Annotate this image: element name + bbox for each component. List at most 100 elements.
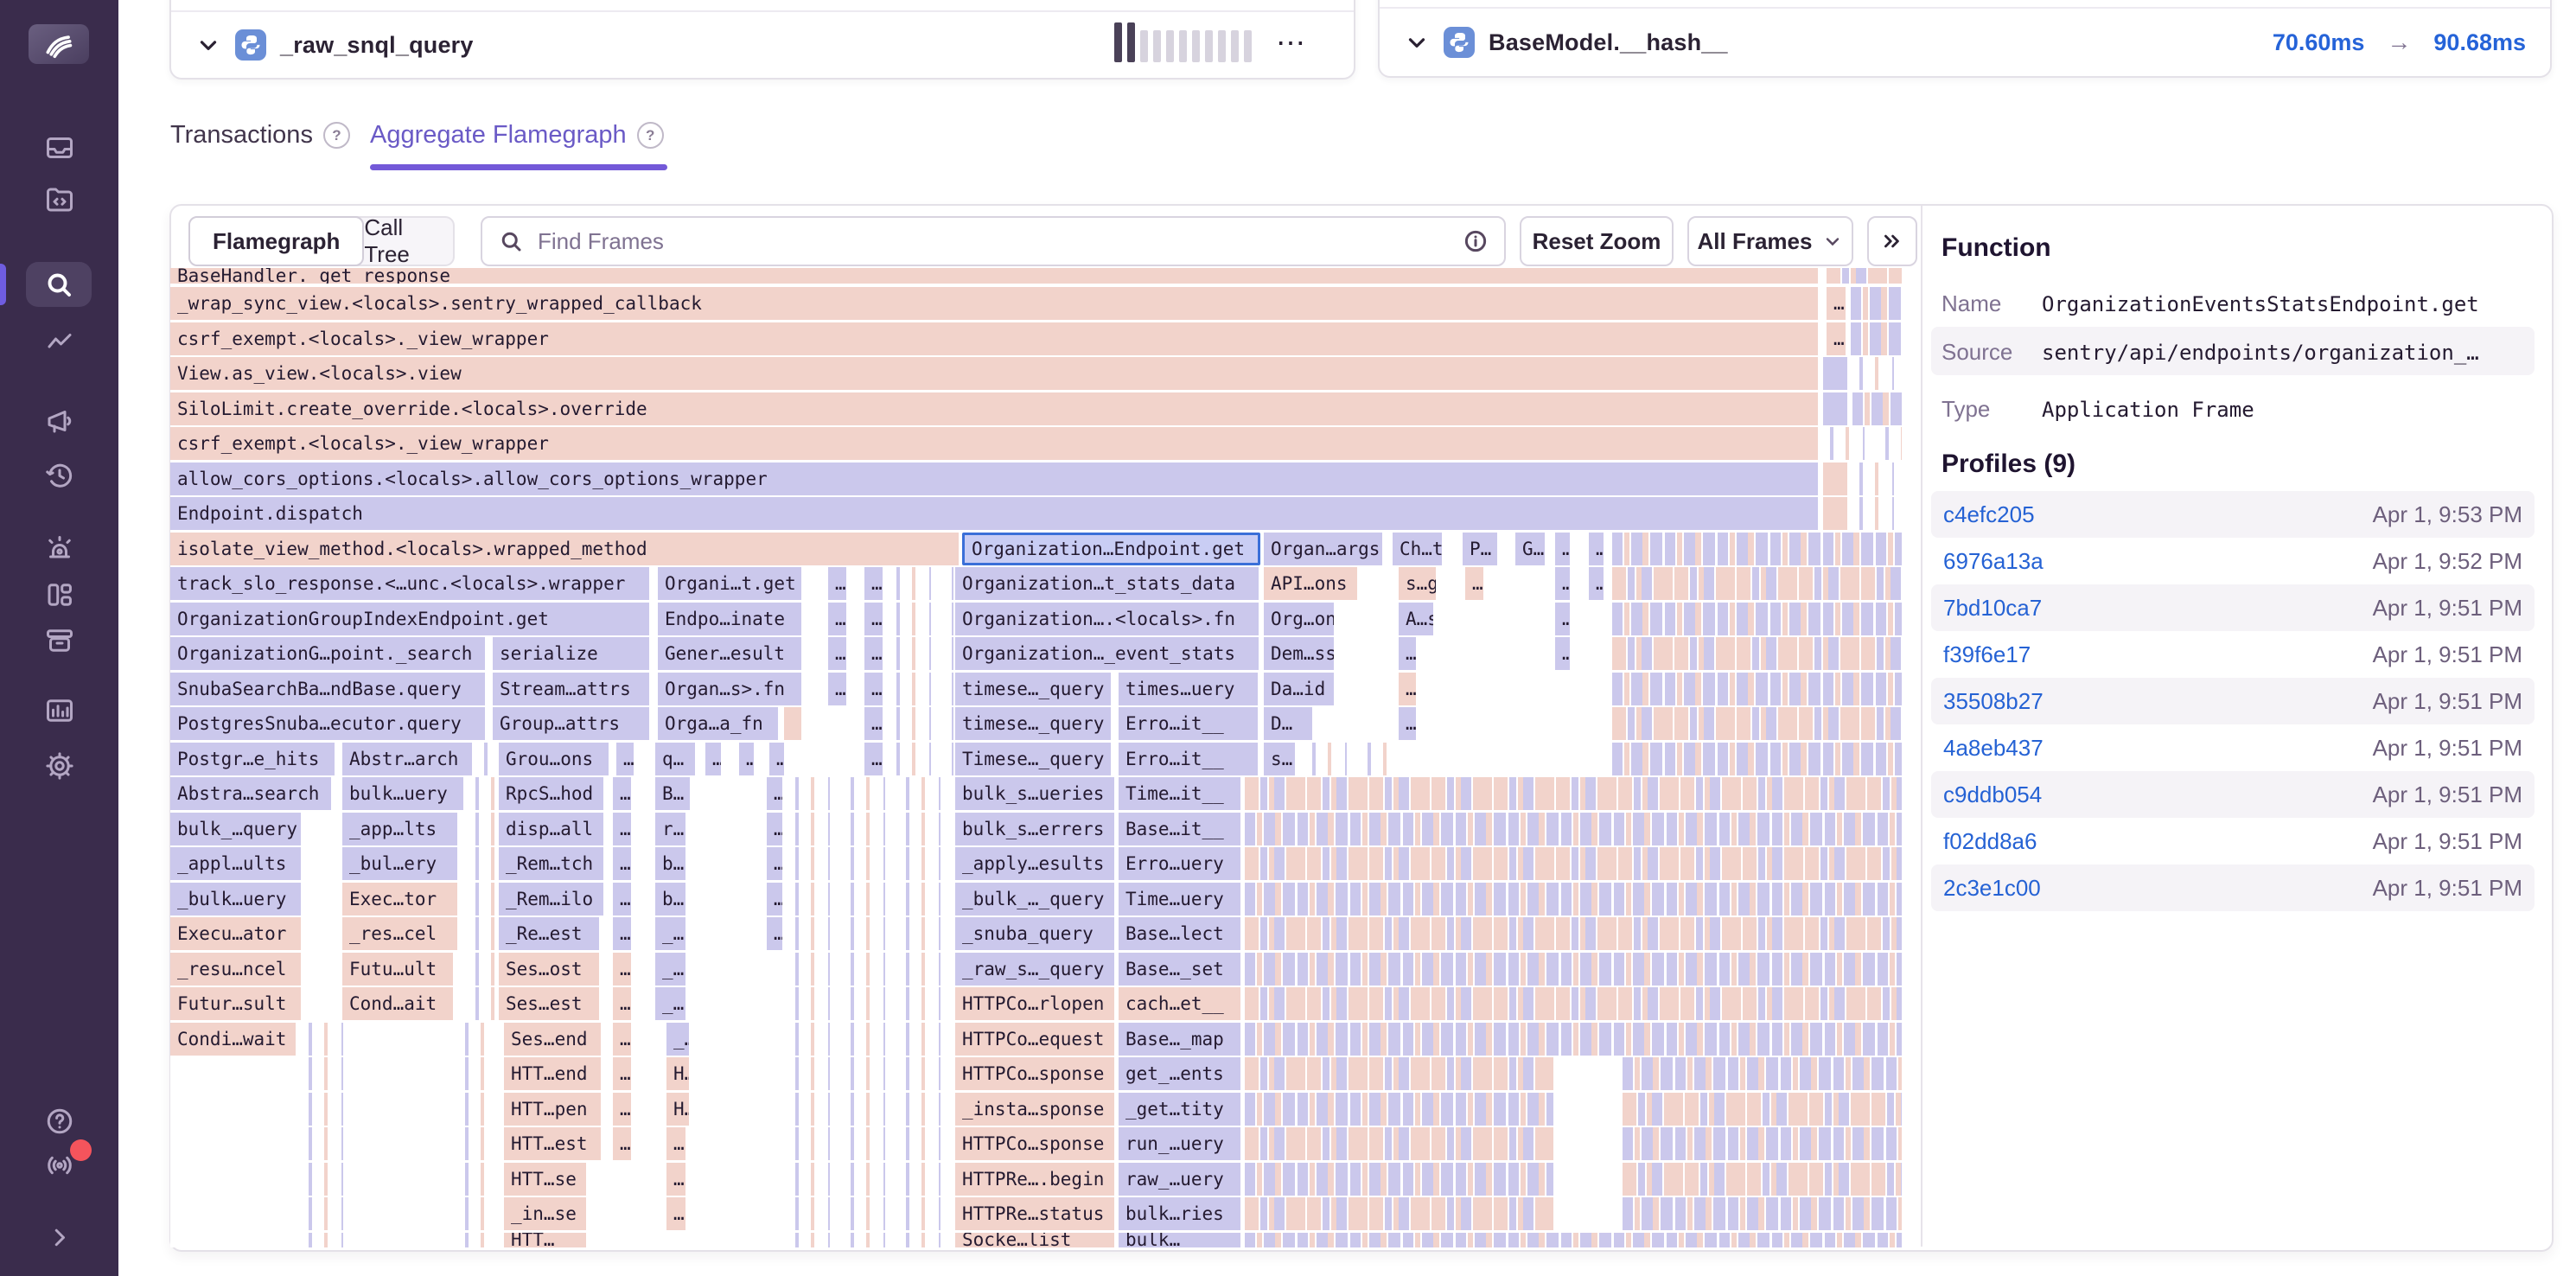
flame-frame[interactable]: timese…_query: [955, 707, 1113, 740]
sidebar-item-feedback[interactable]: [43, 405, 76, 437]
flame-frame[interactable]: _raw_s…_query: [955, 952, 1116, 986]
flame-frame[interactable]: …: [1399, 637, 1418, 670]
flame-frame[interactable]: [302, 1057, 354, 1090]
flame-frame[interactable]: Ch…t: [1393, 532, 1444, 565]
flame-frame[interactable]: _bul…ery: [342, 847, 459, 880]
flame-frame[interactable]: Organ…s>.fn: [658, 672, 803, 705]
flame-frame[interactable]: _resu…ncel: [170, 952, 303, 986]
flame-frame[interactable]: csrf_exempt.<locals>._view_wrapper: [170, 427, 1820, 460]
flame-frame[interactable]: [788, 812, 953, 845]
flame-frame[interactable]: OrganizationGroupIndexEndpoint.get: [170, 602, 651, 635]
flame-frame[interactable]: HTT…end: [504, 1057, 603, 1090]
flame-frame[interactable]: [784, 707, 803, 740]
flame-frame[interactable]: [1851, 322, 1902, 355]
flame-frame[interactable]: [788, 1022, 953, 1056]
flame-frame-selected[interactable]: Organization…Endpoint.get: [962, 532, 1260, 565]
sidebar-item-alerts[interactable]: [43, 533, 76, 565]
flame-frame[interactable]: Da…id: [1264, 672, 1336, 705]
flame-frame[interactable]: HTTPRe….begin: [955, 1162, 1116, 1196]
sidebar-item-settings[interactable]: [43, 750, 76, 782]
profile-link[interactable]: 7bd10ca7: [1943, 594, 2043, 621]
flame-frame[interactable]: [469, 917, 494, 950]
flame-frame[interactable]: _…: [655, 987, 687, 1020]
find-frames-search[interactable]: [481, 216, 1506, 266]
expand-panel-button[interactable]: [1867, 216, 1917, 266]
flame-frame[interactable]: [788, 1092, 953, 1126]
flame-frame[interactable]: [469, 987, 494, 1020]
flame-frame[interactable]: [1245, 1197, 1553, 1230]
flame-frame[interactable]: …: [616, 742, 635, 775]
sidebar-item-releases[interactable]: [43, 624, 76, 657]
flame-frame[interactable]: [469, 847, 494, 880]
flame-frame[interactable]: [1823, 462, 1849, 495]
flame-frame[interactable]: [469, 812, 494, 845]
duration-before[interactable]: 70.60ms: [2272, 29, 2365, 55]
flame-frame[interactable]: [1305, 742, 1392, 775]
flame-frame[interactable]: …: [864, 672, 884, 705]
flame-frame[interactable]: …: [613, 847, 633, 880]
flame-frame[interactable]: …: [1399, 707, 1418, 740]
flame-frame[interactable]: …: [613, 987, 633, 1020]
segment-call-tree[interactable]: Call Tree: [364, 214, 410, 267]
flame-frame[interactable]: [1823, 392, 1849, 425]
flame-frame[interactable]: Ses…ost: [499, 952, 601, 986]
flame-frame[interactable]: Abstr…arch: [342, 742, 474, 775]
flame-frame[interactable]: _in…se: [504, 1197, 588, 1230]
flame-frame[interactable]: …: [739, 742, 756, 775]
flame-frame[interactable]: bulk…: [1119, 1232, 1242, 1247]
flame-frame[interactable]: [788, 917, 953, 950]
duration-after[interactable]: 90.68ms: [2433, 29, 2526, 55]
flame-frame[interactable]: Dem…ss: [1264, 637, 1336, 670]
flame-frame[interactable]: disp…all: [499, 812, 605, 845]
flame-frame[interactable]: …: [613, 1092, 633, 1126]
flame-frame[interactable]: …: [767, 917, 784, 950]
flame-frame[interactable]: …: [613, 1022, 633, 1056]
flame-frame[interactable]: s…g: [1399, 567, 1438, 600]
sidebar-item-explore[interactable]: [26, 262, 92, 307]
flame-frame[interactable]: HTT…se: [504, 1162, 588, 1196]
flame-frame[interactable]: …: [864, 707, 884, 740]
flame-frame[interactable]: [788, 882, 953, 916]
flame-frame[interactable]: _…: [666, 1022, 691, 1056]
flame-frame[interactable]: [788, 1127, 953, 1160]
flame-frame[interactable]: get_…ents: [1119, 1057, 1242, 1090]
flame-frame[interactable]: _Rem…tch: [499, 847, 605, 880]
flame-frame[interactable]: …: [1827, 287, 1847, 320]
flame-frame[interactable]: _app…lts: [342, 812, 459, 845]
flame-frame[interactable]: HTTPCo…equest: [955, 1022, 1116, 1056]
info-icon[interactable]: [1463, 228, 1489, 254]
flame-frame[interactable]: bulk_s…errers: [955, 812, 1116, 845]
flame-frame[interactable]: [1823, 497, 1849, 530]
search-input[interactable]: [536, 226, 1451, 256]
flame-frame[interactable]: …: [613, 917, 633, 950]
flame-frame[interactable]: Grou…ons: [499, 742, 610, 775]
flame-frame[interactable]: [1612, 567, 1902, 600]
flame-frame[interactable]: HTT…: [504, 1232, 588, 1247]
flame-frame[interactable]: [1612, 637, 1902, 670]
flame-frame[interactable]: [1245, 1057, 1553, 1090]
flame-frame[interactable]: [1623, 1127, 1902, 1160]
flame-frame[interactable]: isolate_view_method.<locals>.wrapped_met…: [170, 532, 960, 565]
flame-frame[interactable]: Socke…list: [955, 1232, 1116, 1247]
flame-frame[interactable]: …: [769, 742, 786, 775]
flame-frame[interactable]: Cond…ait: [342, 987, 455, 1020]
flame-frame[interactable]: …: [666, 1162, 687, 1196]
flame-frame[interactable]: [1852, 497, 1902, 530]
help-icon[interactable]: ?: [636, 122, 664, 149]
flame-frame[interactable]: [302, 1092, 354, 1126]
flame-frame[interactable]: …: [666, 1197, 687, 1230]
flame-frame[interactable]: Gener…esult: [658, 637, 803, 670]
flame-frame[interactable]: …: [828, 602, 848, 635]
flame-frame[interactable]: track_slo_response.<…unc.<locals>.wrappe…: [170, 567, 651, 600]
overflow-menu-button[interactable]: ⋯: [1276, 27, 1305, 60]
flame-frame[interactable]: [1823, 357, 1849, 390]
flame-frame[interactable]: Endpoint.dispatch: [170, 497, 1820, 530]
flame-frame[interactable]: [1245, 1232, 1902, 1247]
sidebar-item-replays[interactable]: [43, 459, 76, 492]
flame-frame[interactable]: Ses…est: [499, 987, 601, 1020]
flame-frame[interactable]: _wrap_sync_view.<locals>.sentry_wrapped_…: [170, 287, 1820, 320]
flame-frame[interactable]: [889, 637, 953, 670]
flame-frame[interactable]: …: [864, 567, 884, 600]
flame-frame[interactable]: HTTPCo…sponse: [955, 1057, 1116, 1090]
flame-frame[interactable]: Base…lect: [1119, 917, 1242, 950]
